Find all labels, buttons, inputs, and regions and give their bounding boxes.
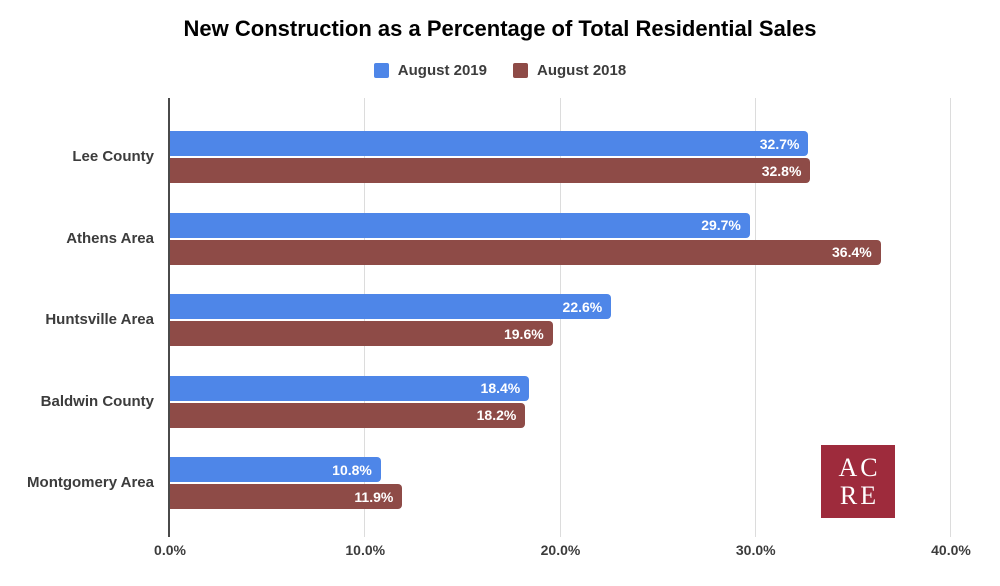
bar-august-2019-montgomery-area: 10.8%	[170, 457, 381, 482]
value-label-august-2018-baldwin-county: 18.2%	[476, 407, 517, 423]
bar-august-2018-lee-county: 32.8%	[170, 158, 811, 183]
bar-august-2018-athens-area: 36.4%	[170, 239, 881, 265]
bar-august-2019-baldwin-county: 18.4%	[170, 375, 530, 401]
plot-area: 0.0% 10.0% 20.0% 30.0% 40.0% 32.7% 32.8% 29.7% 3…	[154, 98, 971, 558]
acre-logo-line2: RE	[839, 480, 880, 510]
value-label-august-2019-lee-county: 32.7%	[759, 135, 800, 152]
acre-logo: AC RE	[821, 445, 895, 518]
category-label-baldwin-county: Baldwin County	[40, 392, 154, 410]
chart-title: New Construction as a Percentage of Tota…	[183, 16, 817, 41]
category-axis: Lee County Athens Area Huntsville Area Bald…	[0, 98, 160, 537]
category-label-athens-area: Athens Area	[66, 229, 154, 247]
value-label-august-2018-huntsville-area: 19.6%	[503, 325, 544, 342]
legend-swatch-august-2018	[513, 63, 528, 78]
legend-swatch-august-2019	[373, 63, 389, 78]
legend-item-august-2019: August 2019	[373, 62, 487, 79]
bar-august-2019-athens-area: 29.7%	[170, 212, 750, 238]
value-label-august-2018-montgomery-area: 11.9%	[354, 488, 394, 505]
x-tick-label-30: 30.0%	[735, 542, 776, 558]
category-label-huntsville-area: Huntsville Area	[45, 311, 154, 328]
value-label-august-2019-athens-area: 29.7%	[701, 217, 741, 233]
bar-august-2018-baldwin-county: 18.2%	[170, 402, 526, 428]
x-tick-label-0: 0.0%	[154, 542, 186, 558]
acre-logo-line1: AC	[838, 452, 881, 482]
category-label-lee-county: Lee County	[72, 148, 154, 165]
x-tick-label-40: 40.0%	[931, 542, 971, 558]
value-label-august-2019-baldwin-county: 18.4%	[480, 380, 521, 396]
gridline-40	[950, 98, 951, 537]
legend: August 2019 August 2018	[0, 62, 1000, 79]
value-label-august-2019-montgomery-area: 10.8%	[332, 461, 372, 478]
value-label-august-2018-athens-area: 36.4%	[832, 244, 872, 260]
x-tick-label-20: 20.0%	[540, 542, 581, 558]
legend-item-august-2018: August 2018	[513, 62, 626, 79]
category-label-montgomery-area: Montgomery Area	[27, 474, 154, 491]
legend-label-august-2018: August 2018	[537, 62, 627, 79]
bar-august-2018-huntsville-area: 19.6%	[170, 321, 553, 346]
gridline-30	[754, 98, 756, 537]
legend-label-august-2019: August 2019	[397, 62, 487, 79]
x-tick-label-10: 10.0%	[345, 542, 386, 558]
value-label-august-2019-huntsville-area: 22.6%	[562, 298, 603, 315]
bar-august-2018-montgomery-area: 11.9%	[170, 484, 403, 509]
bar-august-2019-huntsville-area: 22.6%	[170, 294, 612, 319]
value-label-august-2018-lee-county: 32.8%	[761, 162, 802, 179]
bar-august-2019-lee-county: 32.7%	[170, 131, 809, 156]
